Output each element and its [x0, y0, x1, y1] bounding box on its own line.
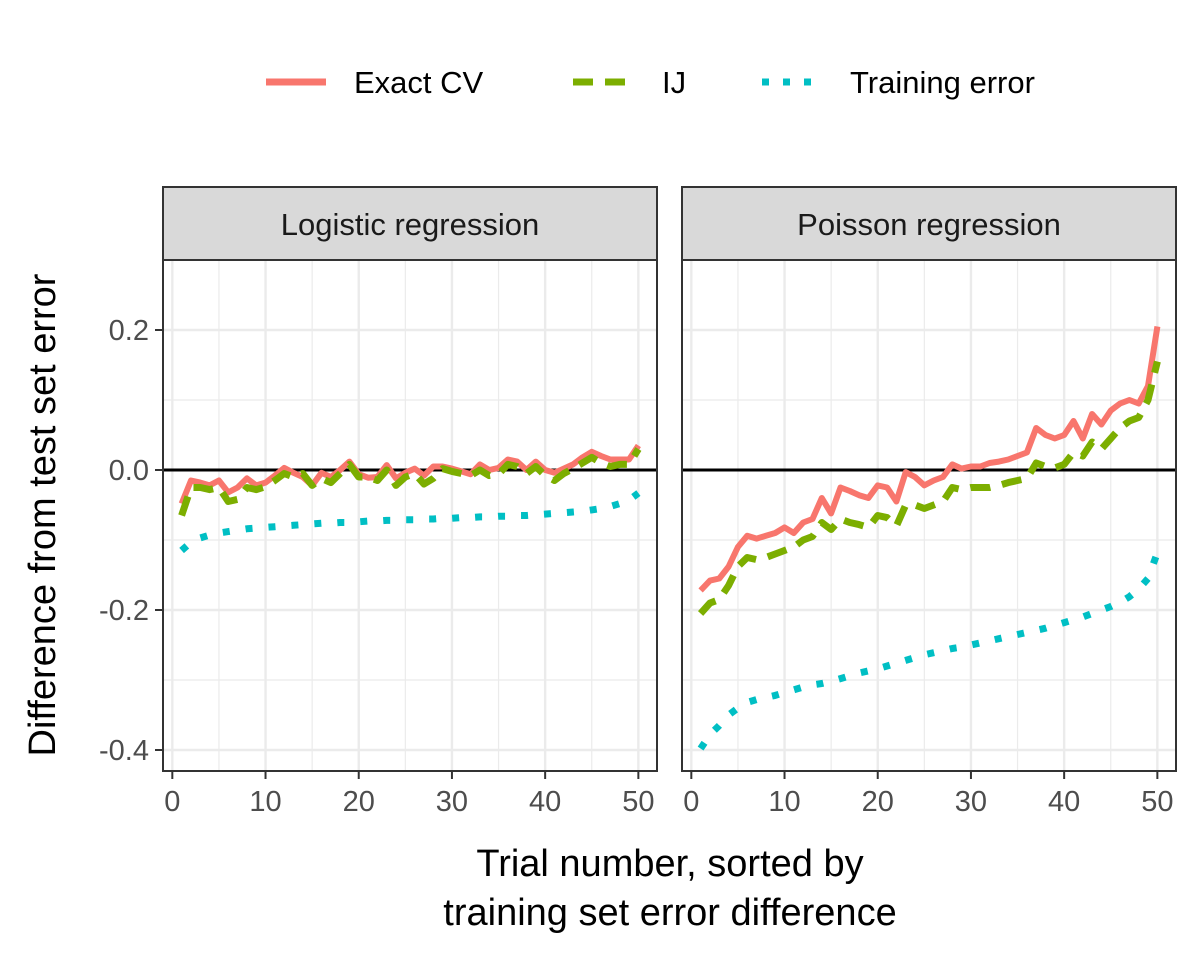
series-line-exact-cv-logistic [178, 443, 641, 505]
x-tick-label: 0 [164, 786, 180, 818]
x-tick-label: 40 [1048, 786, 1080, 818]
plot-area-poisson [682, 260, 1176, 771]
x-axis-logistic: 0 10 20 30 40 50 [164, 771, 654, 818]
panel-logistic: Logistic regression [162, 186, 658, 772]
y-tick-label: -0.4 [99, 735, 149, 767]
x-axis-title-line-1: Trial number, sorted by [476, 843, 863, 885]
series-line-training-error-logistic [179, 490, 641, 554]
strip-label-poisson: Poisson regression [797, 207, 1061, 242]
y-tick-label: 0.2 [109, 315, 149, 347]
series-line-ij-logistic [178, 447, 642, 517]
strip-label-logistic: Logistic regression [281, 207, 539, 242]
x-tick-label: 50 [622, 786, 654, 818]
x-axis-poisson: 0 10 20 30 40 50 [683, 771, 1173, 818]
series-line-training-error-poisson [697, 551, 1161, 751]
panel-border-poisson [681, 259, 1177, 772]
legend-label-ij: IJ [662, 65, 686, 100]
marks-logistic [163, 443, 657, 554]
series-line-exact-cv-poisson [698, 326, 1161, 593]
x-tick-label: 50 [1141, 786, 1173, 818]
panel-poisson: Poisson regression [681, 186, 1177, 772]
y-tick-label: 0.0 [109, 455, 149, 487]
legend: Exact CV IJ Training error [266, 65, 1035, 100]
strip-logistic [162, 186, 658, 261]
legend-label-exact-cv: Exact CV [354, 65, 484, 100]
series-line-ij-poisson [697, 360, 1161, 616]
y-tick-label: -0.2 [99, 595, 149, 627]
plot-area-logistic [163, 260, 657, 771]
marks-poisson [682, 326, 1176, 751]
x-tick-label: 0 [683, 786, 699, 818]
x-axis-title-line-2: training set error difference [443, 892, 896, 934]
x-tick-label: 40 [529, 786, 561, 818]
legend-label-training-error: Training error [850, 65, 1035, 100]
x-tick-label: 30 [436, 786, 468, 818]
panel-border-logistic [162, 259, 658, 772]
x-tick-label: 10 [249, 786, 281, 818]
y-axis-title: Difference from test set error [22, 273, 64, 756]
strip-poisson [681, 186, 1177, 261]
x-tick-label: 20 [343, 786, 375, 818]
x-tick-label: 20 [862, 786, 894, 818]
y-axis: -0.4 -0.2 0.0 0.2 [99, 315, 163, 767]
x-tick-label: 30 [955, 786, 987, 818]
x-tick-label: 10 [768, 786, 800, 818]
